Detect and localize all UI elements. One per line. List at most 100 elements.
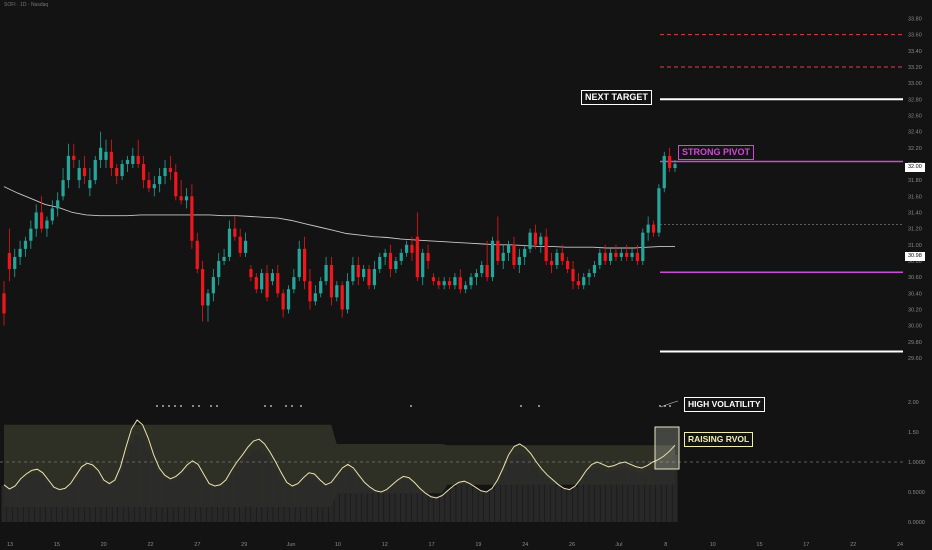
rvol-bar	[666, 459, 672, 522]
volatility-dot	[162, 405, 164, 407]
rvol-bar	[478, 490, 484, 522]
candle-body	[131, 155, 135, 164]
candle-body	[469, 277, 473, 286]
rvol-bar	[489, 488, 495, 522]
volatility-dot	[538, 405, 540, 407]
rvol-bar	[500, 472, 506, 522]
candle-body	[431, 277, 436, 282]
volatility-dot	[180, 405, 182, 407]
price-tick-label: 30.60	[908, 275, 922, 281]
symbol-header: SOFI · 1D · Nasdaq	[4, 2, 49, 8]
rvol-bar	[184, 470, 190, 522]
rvol-bar	[672, 454, 678, 522]
candle-body	[399, 252, 403, 261]
candle-body	[243, 240, 248, 253]
rvol-bar	[167, 481, 173, 522]
time-tick-label: 24	[522, 542, 528, 548]
rvol-bar	[328, 483, 334, 522]
raising-rvol-tag: RAISING RVOL	[684, 432, 754, 447]
rvol-bar	[422, 492, 428, 522]
candle-body	[437, 281, 441, 286]
candle-body	[77, 168, 81, 181]
rvol-bar	[18, 481, 24, 522]
rvol-bar	[323, 485, 329, 522]
rvol-bar	[62, 488, 68, 522]
rvol-bar	[312, 477, 318, 522]
rvol-bar	[284, 483, 290, 522]
rvol-bar	[367, 487, 373, 522]
candle-body	[625, 252, 629, 257]
rvol-bar	[384, 489, 390, 522]
rvol-bar	[195, 469, 201, 522]
rvol-bar	[112, 482, 118, 522]
candle-body	[480, 265, 484, 274]
price-tick-label: 33.00	[908, 81, 922, 87]
rvol-bar	[467, 484, 473, 522]
candle-body	[238, 236, 242, 253]
rvol-bar	[472, 487, 478, 522]
candle-body	[82, 168, 87, 177]
candle-body	[388, 252, 393, 270]
candle-body	[211, 277, 215, 294]
candle-body	[115, 168, 119, 177]
candle-body	[582, 277, 586, 286]
rvol-bar	[550, 482, 556, 522]
rvol-bar	[533, 468, 539, 522]
rvol-bar	[334, 478, 340, 522]
candle-body	[410, 244, 414, 253]
rvol-bar	[34, 473, 40, 522]
rvol-bar	[556, 485, 562, 522]
rvol-bar	[162, 478, 168, 522]
next-target-tag: NEXT TARGET	[581, 90, 652, 105]
rvol-bar	[256, 450, 262, 522]
candle-body	[308, 281, 312, 302]
candle-body	[168, 168, 173, 173]
candle-body	[174, 172, 178, 197]
candle-body	[592, 265, 597, 274]
volatility-dot	[168, 405, 170, 407]
candle-body	[50, 208, 54, 221]
time-tick-label: 8	[664, 542, 667, 548]
candle-body	[533, 232, 538, 245]
candle-body	[104, 151, 108, 160]
rvol-tick-label: 2.00	[908, 400, 919, 406]
candle-body	[608, 252, 613, 261]
rvol-bar	[45, 482, 51, 522]
time-tick-label: 17	[429, 542, 435, 548]
candle-body	[120, 163, 124, 177]
rvol-bar	[528, 461, 534, 522]
candle-body	[217, 260, 221, 278]
candle-body	[340, 285, 344, 310]
price-tick-label: 31.80	[908, 178, 922, 184]
rvol-bar	[622, 468, 628, 522]
candle-body	[662, 155, 666, 189]
rvol-bar	[400, 479, 406, 522]
rvol-bar	[228, 474, 234, 522]
rvol-bar	[289, 486, 295, 522]
candle-body	[206, 293, 210, 306]
rvol-bar	[134, 435, 140, 522]
candle-body	[598, 252, 602, 266]
candle-body	[13, 256, 17, 270]
candle-body	[635, 252, 640, 261]
rvol-bar	[633, 471, 639, 522]
time-tick-label: 10	[710, 542, 716, 548]
candle-body	[158, 176, 162, 185]
candle-body	[7, 252, 11, 270]
rvol-tick-label: 1.0000	[908, 460, 925, 466]
candle-body	[329, 265, 334, 298]
last-price-label: 32.00	[905, 163, 925, 172]
rvol-bar	[445, 490, 451, 522]
candle-body	[147, 180, 151, 189]
rvol-bar	[617, 468, 623, 522]
rvol-bar	[544, 478, 550, 522]
candle-body	[233, 228, 237, 237]
candle-body	[351, 265, 355, 282]
candle-body	[458, 277, 462, 290]
rvol-bar	[539, 473, 545, 522]
time-tick-label: 17	[803, 542, 809, 548]
rvol-bar	[68, 484, 74, 522]
candle-body	[523, 248, 527, 257]
candle-body	[512, 244, 516, 266]
